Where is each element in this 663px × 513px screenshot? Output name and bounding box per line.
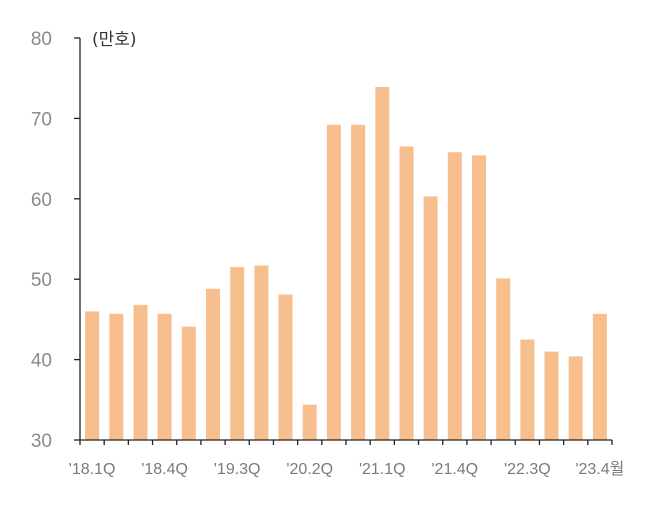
bar-0 xyxy=(85,311,100,440)
y-tick-label: 70 xyxy=(31,109,52,130)
bar-9 xyxy=(302,404,317,440)
bar-5 xyxy=(206,288,220,440)
x-tick-label: '19.3Q xyxy=(214,461,261,478)
y-tick-label: 30 xyxy=(31,431,52,452)
bar-15 xyxy=(447,152,462,440)
x-tick-label: '21.1Q xyxy=(359,461,406,478)
bar-10 xyxy=(326,124,341,441)
bar-12 xyxy=(375,87,390,440)
bar-11 xyxy=(351,124,366,441)
bar-4 xyxy=(181,326,196,440)
bar-18 xyxy=(520,339,535,440)
y-axis-ticks: 30 40 50 60 70 80 xyxy=(31,29,80,452)
x-tick-label: '23.4월 xyxy=(575,460,624,478)
unit-label: (만호) xyxy=(92,30,137,50)
bar-13 xyxy=(399,146,414,440)
bar-20 xyxy=(568,356,583,440)
bar-19 xyxy=(544,351,559,440)
y-tick-label: 50 xyxy=(31,270,52,291)
bar-7 xyxy=(254,265,269,440)
bar-3 xyxy=(157,313,172,440)
x-tick-label: '22.3Q xyxy=(504,461,551,478)
bar-1 xyxy=(109,313,124,440)
bar-8 xyxy=(278,294,293,440)
bar-14 xyxy=(423,196,438,440)
x-tick-label: '20.2Q xyxy=(286,461,333,478)
y-tick-label: 60 xyxy=(31,190,52,211)
bar-2 xyxy=(133,304,148,440)
y-tick-label: 40 xyxy=(31,351,52,372)
x-axis-ticks: '18.1Q '18.4Q '19.3Q '20.2Q '21.1Q '21.4Q '22.… xyxy=(69,440,624,478)
y-tick-label: 80 xyxy=(31,29,52,50)
bar-16 xyxy=(472,155,486,440)
x-tick-label: '18.4Q xyxy=(141,461,188,478)
bar-6 xyxy=(230,267,245,440)
bars-group xyxy=(85,87,607,441)
x-tick-label: '21.4Q xyxy=(431,461,478,478)
bar-21 xyxy=(592,313,607,440)
bar-17 xyxy=(496,278,511,440)
x-tick-label: '18.1Q xyxy=(69,461,116,478)
